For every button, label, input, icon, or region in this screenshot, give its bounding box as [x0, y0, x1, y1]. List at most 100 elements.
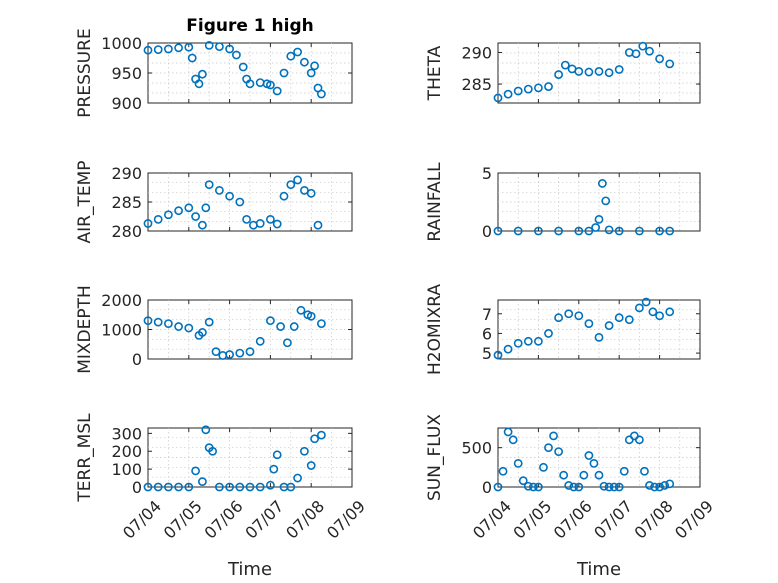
- data-point: [503, 89, 513, 99]
- y-tick-label: 500: [461, 439, 492, 458]
- data-point: [640, 466, 649, 476]
- data-point: [245, 482, 255, 492]
- data-point: [184, 323, 194, 333]
- x-tick-label: 07/07: [241, 497, 287, 543]
- y-tick-label: 6: [482, 324, 492, 343]
- data-point: [554, 447, 563, 456]
- y-tick-label: 7: [482, 305, 492, 324]
- data-point: [594, 214, 604, 224]
- y-tick-label: 0: [132, 350, 142, 369]
- data-point: [225, 191, 234, 201]
- data-point: [174, 206, 183, 216]
- data-point: [493, 350, 503, 360]
- data-point: [306, 188, 316, 198]
- data-point: [286, 180, 296, 189]
- y-tick-label: 900: [111, 94, 142, 113]
- y-tick-label: 100: [111, 460, 142, 479]
- data-point: [544, 82, 553, 91]
- data-point: [624, 315, 634, 325]
- data-point: [235, 197, 245, 207]
- data-point: [534, 482, 543, 492]
- data-point: [498, 466, 508, 476]
- data-point: [191, 466, 200, 476]
- data-point: [279, 68, 289, 78]
- y-tick-label: 0: [132, 478, 142, 497]
- y-tick-label: 285: [111, 193, 142, 212]
- data-point: [255, 336, 265, 346]
- data-point: [153, 482, 163, 492]
- data-point: [143, 482, 153, 492]
- data-point: [534, 83, 543, 93]
- data-point: [584, 67, 594, 77]
- data-point: [225, 44, 234, 54]
- data-point: [574, 67, 584, 76]
- data-point: [665, 479, 675, 489]
- data-point: [289, 322, 299, 331]
- data-point: [286, 482, 296, 492]
- data-point: [513, 338, 523, 348]
- data-point: [559, 470, 569, 480]
- data-point: [534, 336, 543, 346]
- y-tick-label: 950: [111, 64, 142, 83]
- y-tick-label: 5: [482, 164, 492, 183]
- data-point: [594, 67, 604, 76]
- y-axis-label: RAINFALL: [425, 162, 445, 242]
- data-point: [641, 297, 651, 307]
- subplot-5: 0 1000 2000 MIXDEPTH: [75, 285, 353, 374]
- y-tick-label: 1000: [101, 321, 142, 340]
- x-tick-label: 07/09: [671, 497, 717, 543]
- data-point: [282, 338, 292, 348]
- data-point: [584, 319, 594, 328]
- data-point: [163, 482, 173, 492]
- y-axis-label: H2OMIXRA: [425, 284, 445, 375]
- y-tick-label: 280: [111, 222, 142, 241]
- data-point: [665, 226, 675, 236]
- data-point: [272, 219, 282, 229]
- data-point: [272, 450, 282, 460]
- x-tick-label: 07/05: [160, 497, 206, 543]
- data-point: [493, 93, 503, 103]
- data-point: [214, 482, 224, 492]
- data-point: [316, 89, 326, 99]
- data-point: [655, 311, 664, 321]
- y-axis-label: THETA: [425, 45, 445, 101]
- data-point: [201, 203, 211, 213]
- data-point: [310, 61, 319, 71]
- data-point: [306, 461, 316, 470]
- data-point: [204, 180, 214, 189]
- data-point: [286, 51, 296, 61]
- data-point: [534, 226, 543, 236]
- y-tick-label: 1000: [101, 34, 142, 53]
- data-point: [238, 62, 248, 72]
- data-point: [293, 47, 302, 57]
- data-point: [614, 65, 624, 74]
- y-axis-label: TERR_MSL: [75, 413, 95, 503]
- data-point: [197, 477, 207, 487]
- y-tick-label: 200: [111, 442, 142, 461]
- data-point: [313, 220, 323, 230]
- data-point: [163, 210, 173, 220]
- y-axis-label: MIXDEPTH: [75, 285, 95, 374]
- data-point: [204, 41, 214, 50]
- data-point: [539, 462, 548, 472]
- data-point: [197, 69, 207, 79]
- data-point: [235, 348, 245, 358]
- data-point: [655, 54, 664, 64]
- data-point: [184, 203, 194, 213]
- data-point: [564, 481, 574, 490]
- data-point: [584, 451, 594, 460]
- data-point: [299, 57, 309, 67]
- data-point: [235, 482, 245, 492]
- data-point: [609, 482, 619, 492]
- data-point: [597, 179, 607, 188]
- data-point: [214, 185, 224, 195]
- data-point: [225, 482, 234, 492]
- y-axis-label: SUN_FLUX: [425, 414, 445, 501]
- data-point: [513, 226, 523, 236]
- data-point: [554, 313, 563, 323]
- data-point: [560, 60, 570, 70]
- data-point: [316, 430, 326, 440]
- data-point: [493, 482, 503, 492]
- data-point: [242, 214, 251, 224]
